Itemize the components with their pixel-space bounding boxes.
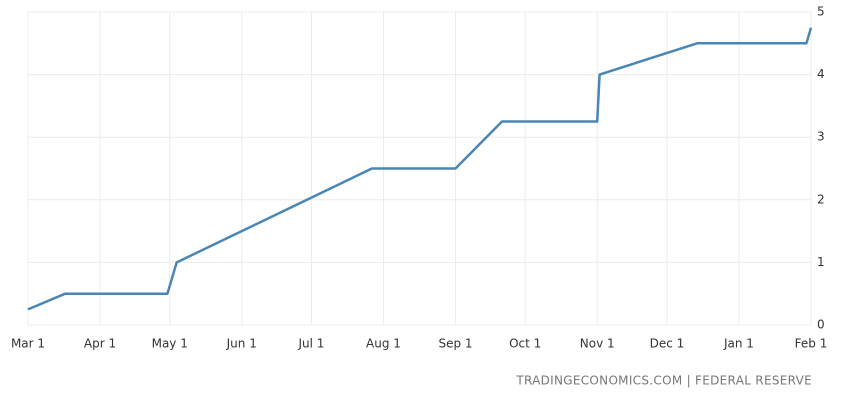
y-tick-label: 0: [817, 318, 825, 332]
x-tick-label: Dec 1: [650, 337, 685, 351]
x-tick-label: Apr 1: [84, 337, 116, 351]
y-tick-label: 3: [817, 130, 825, 144]
y-tick-label: 5: [817, 5, 825, 19]
y-tick-label: 4: [817, 67, 825, 81]
x-tick-label: Nov 1: [580, 337, 615, 351]
x-tick-label: Mar 1: [11, 337, 45, 351]
x-tick-label: May 1: [152, 337, 188, 351]
y-tick-label: 2: [817, 192, 825, 206]
line-series: [27, 27, 813, 311]
x-tick-label: Sep 1: [438, 337, 472, 351]
x-tick-label: Oct 1: [509, 337, 541, 351]
source: TRADINGECONOMICS.COM | FEDERAL RESERVE: [515, 374, 812, 388]
y-tick-label: 1: [817, 255, 825, 269]
x-tick-label: Feb 1: [795, 337, 828, 351]
x-tick-label: Jan 1: [723, 337, 754, 351]
x-tick-label: Jun 1: [226, 337, 257, 351]
x-tick-label: Jul 1: [297, 337, 324, 351]
x-tick-label: Aug 1: [366, 337, 401, 351]
